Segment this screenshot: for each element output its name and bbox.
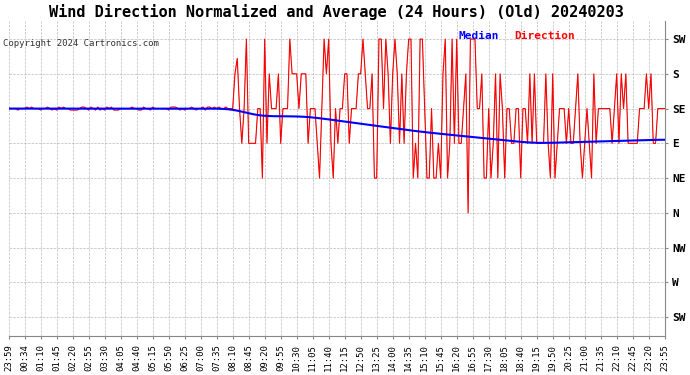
Text: Direction: Direction	[514, 31, 575, 41]
Text: Median: Median	[458, 31, 499, 41]
Text: Copyright 2024 Cartronics.com: Copyright 2024 Cartronics.com	[3, 39, 159, 48]
Title: Wind Direction Normalized and Average (24 Hours) (Old) 20240203: Wind Direction Normalized and Average (2…	[49, 4, 624, 20]
